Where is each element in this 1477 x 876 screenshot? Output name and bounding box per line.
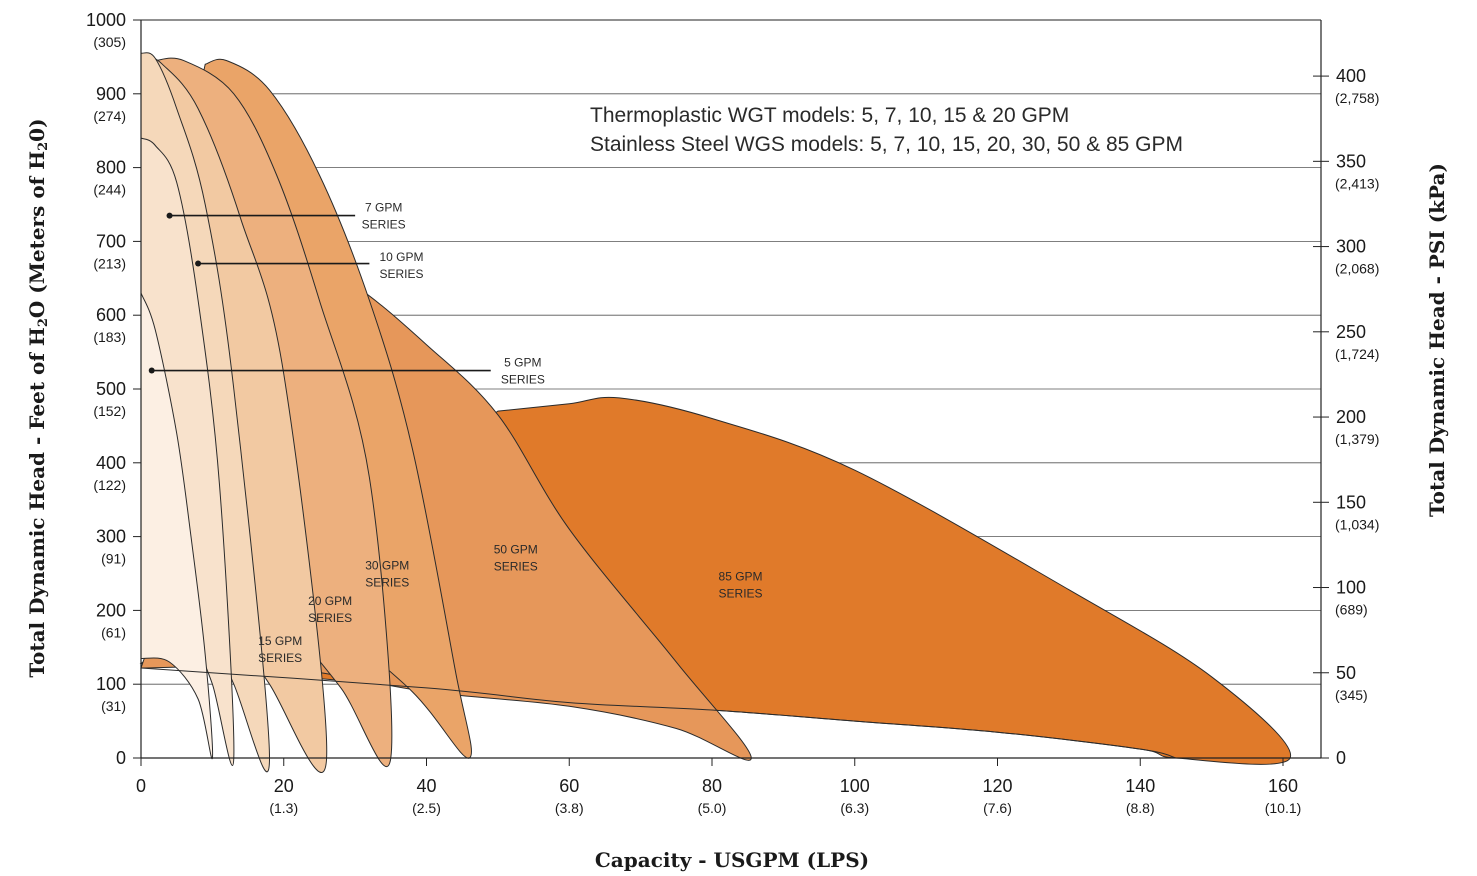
x-tick-label: 120 [982,776,1012,796]
series-label: 20 GPM SERIES [308,594,352,625]
x-tick-label: 80 [702,776,722,796]
series-label: 5 GPM SERIES [501,356,545,387]
right-tick-sublabel: (1,724) [1335,346,1379,362]
model-note: Thermoplastic WGT models: 5, 7, 10, 15 &… [590,101,1183,159]
series-label: 15 GPM SERIES [258,634,302,665]
right-tick-label: 400 [1336,66,1366,86]
right-tick-label: 200 [1336,407,1366,427]
y-tick-label: 100 [96,674,126,694]
right-tick-label: 50 [1336,663,1356,683]
x-tick-sublabel: (2.5) [412,800,441,816]
y-tick-label: 1000 [86,10,126,30]
right-tick-sublabel: (1,379) [1335,431,1379,447]
y-tick-sublabel: (244) [93,182,126,198]
right-tick-sublabel: (2,413) [1335,175,1379,191]
y-tick-label: 600 [96,305,126,325]
y-tick-sublabel: (274) [93,108,126,124]
right-y-axis-title: Total Dynamic Head - PSI (kPa) [1425,163,1449,517]
y-tick-sublabel: (305) [93,34,126,50]
series-label: 85 GPM SERIES [719,570,763,601]
right-tick-label: 100 [1336,578,1366,598]
right-tick-label: 250 [1336,322,1366,342]
x-tick-sublabel: (1.3) [269,800,298,816]
y-tick-sublabel: (183) [93,329,126,345]
x-tick-sublabel: (10.1) [1265,800,1302,816]
y-tick-sublabel: (122) [93,477,126,493]
y-tick-label: 900 [96,84,126,104]
y-tick-label: 800 [96,158,126,178]
right-tick-sublabel: (689) [1335,602,1368,618]
series-label: 7 GPM SERIES [362,201,406,232]
series-label: 30 GPM SERIES [365,559,409,590]
right-tick-sublabel: (2,068) [1335,261,1379,277]
y-tick-label: 400 [96,453,126,473]
y-tick-label: 200 [96,600,126,620]
x-tick-label: 160 [1268,776,1298,796]
y-tick-sublabel: (213) [93,255,126,271]
y-tick-label: 700 [96,231,126,251]
series-label: 50 GPM SERIES [494,542,538,573]
y-tick-label: 500 [96,379,126,399]
right-tick-label: 350 [1336,151,1366,171]
model-note-line-2: Stainless Steel WGS models: 5, 7, 10, 15… [590,133,1183,156]
x-axis-title: Capacity - USGPM (LPS) [594,848,870,872]
x-tick-label: 140 [1125,776,1155,796]
right-tick-sublabel: (2,758) [1335,90,1379,106]
callout-dot [148,367,155,374]
callout-dot [166,212,173,219]
x-tick-label: 20 [274,776,294,796]
model-note-line-1: Thermoplastic WGT models: 5, 7, 10, 15 &… [590,104,1070,127]
x-tick-label: 100 [840,776,870,796]
y-tick-label: 0 [116,748,126,768]
x-tick-sublabel: (3.8) [555,800,584,816]
x-tick-sublabel: (7.6) [983,800,1012,816]
right-tick-sublabel: (345) [1335,687,1368,703]
y-tick-sublabel: (31) [101,698,126,714]
x-tick-sublabel: (5.0) [698,800,727,816]
right-tick-sublabel: (1,034) [1335,516,1379,532]
y-tick-sublabel: (61) [101,624,126,640]
y-tick-sublabel: (152) [93,403,126,419]
x-tick-sublabel: (8.8) [1126,800,1155,816]
left-y-axis-title: Total Dynamic Head - Feet of H2O (Meters… [25,118,51,678]
right-tick-label: 300 [1336,237,1366,257]
x-tick-sublabel: (6.3) [840,800,869,816]
x-tick-label: 60 [559,776,579,796]
x-tick-label: 40 [416,776,436,796]
right-tick-label: 150 [1336,492,1366,512]
right-tick-label: 0 [1336,748,1346,768]
y-tick-sublabel: (91) [101,551,126,567]
x-tick-label: 0 [136,776,146,796]
series-floor-curve [140,667,1177,759]
callout-dot [195,260,202,267]
series-area [140,292,214,759]
series-label: 10 GPM SERIES [380,250,424,281]
y-tick-label: 300 [96,527,126,547]
